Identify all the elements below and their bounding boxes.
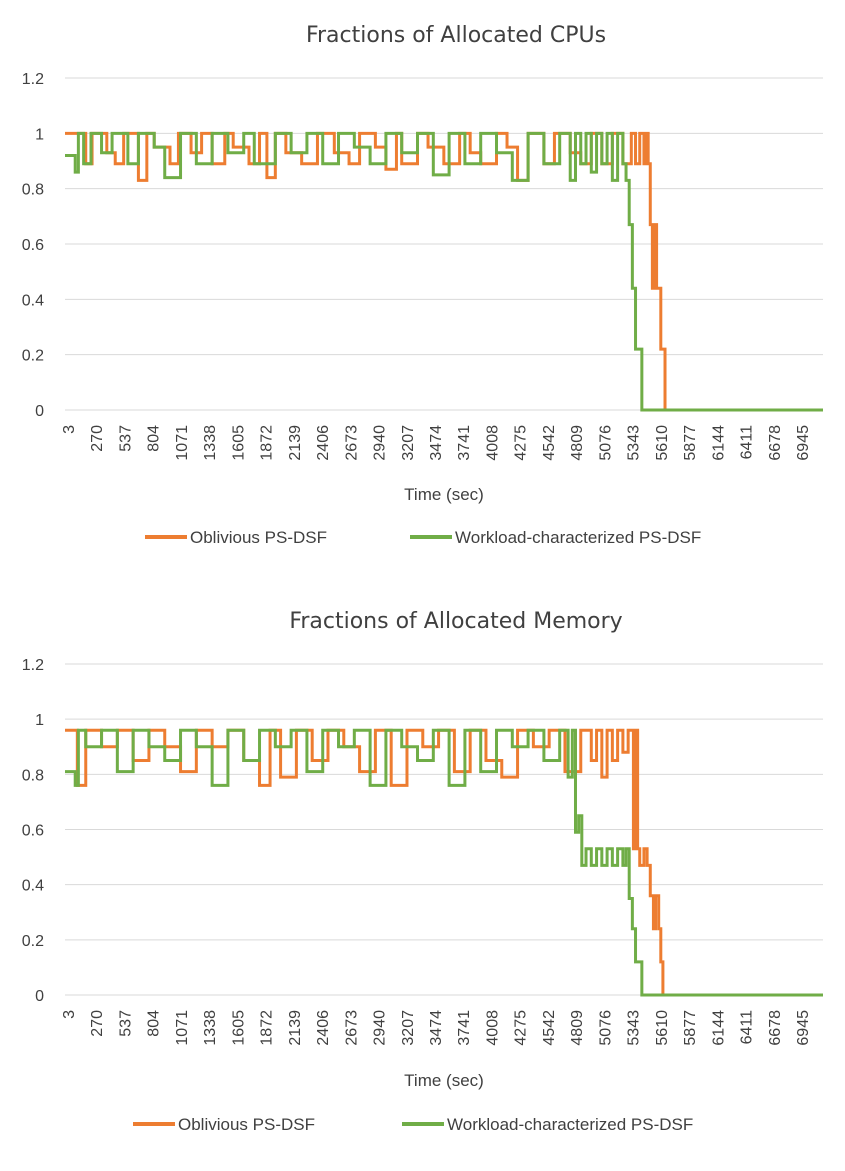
x-tick-label: 4008 bbox=[484, 1010, 501, 1046]
x-tick-label: 537 bbox=[117, 425, 134, 452]
x-tick-label: 6144 bbox=[710, 425, 727, 461]
x-tick-label: 2139 bbox=[287, 425, 304, 461]
series-line-workload-characterized bbox=[65, 131, 823, 412]
x-tick-label: 2673 bbox=[343, 1010, 360, 1046]
x-tick-label: 1605 bbox=[230, 1010, 247, 1046]
x-tick-label: 5076 bbox=[597, 425, 614, 461]
x-tick-label: 4275 bbox=[513, 425, 530, 461]
x-tick-label: 3474 bbox=[428, 1010, 445, 1046]
y-tick-label: 0.6 bbox=[22, 823, 44, 840]
x-tick-label: 1872 bbox=[259, 1010, 276, 1046]
x-tick-label: 4809 bbox=[569, 1010, 586, 1046]
x-tick-label: 1338 bbox=[202, 1010, 219, 1046]
x-axis-label: Time (sec) bbox=[404, 1071, 484, 1090]
y-tick-label: 0.8 bbox=[22, 767, 44, 784]
x-tick-label: 1071 bbox=[174, 425, 191, 461]
x-tick-label: 3741 bbox=[456, 1010, 473, 1046]
y-tick-label: 1.2 bbox=[22, 657, 44, 674]
x-tick-label: 5877 bbox=[682, 1010, 699, 1046]
x-tick-label: 6411 bbox=[739, 1010, 756, 1045]
y-tick-label: 0 bbox=[35, 403, 44, 420]
y-tick-label: 0.8 bbox=[22, 182, 44, 199]
memory-chart: Fractions of Allocated Memory 0 0.2 0.4 0.6 0… bbox=[22, 609, 823, 1134]
y-tick-label: 0 bbox=[35, 988, 44, 1005]
x-tick-label: 4542 bbox=[541, 1010, 558, 1046]
y-tick-label: 0.2 bbox=[22, 348, 44, 365]
y-tick-label: 1 bbox=[35, 126, 44, 143]
y-tick-label: 1 bbox=[35, 712, 44, 729]
x-tick-label: 537 bbox=[117, 1010, 134, 1037]
x-tick-label: 2940 bbox=[372, 1010, 389, 1046]
legend-label: Workload-characterized PS-DSF bbox=[447, 1115, 693, 1134]
x-tick-label: 5610 bbox=[654, 425, 671, 461]
x-tick-label: 804 bbox=[146, 425, 163, 452]
x-tick-label: 6411 bbox=[739, 425, 756, 460]
x-tick-label: 2139 bbox=[287, 1010, 304, 1046]
y-tick-label: 0.4 bbox=[22, 292, 44, 309]
x-tick-label: 4809 bbox=[569, 425, 586, 461]
x-tick-label: 5877 bbox=[682, 425, 699, 461]
legend-label: Workload-characterized PS-DSF bbox=[455, 528, 701, 547]
x-tick-label: 270 bbox=[89, 1010, 106, 1037]
legend-label: Oblivious PS-DSF bbox=[190, 528, 327, 547]
cpu-chart: Fractions of Allocated CPUs 0 0.2 0.4 0.6 0.8… bbox=[22, 23, 823, 547]
x-tick-label: 2406 bbox=[315, 1010, 332, 1046]
x-tick-label: 6144 bbox=[710, 1010, 727, 1046]
series-line-oblivious bbox=[65, 728, 823, 997]
x-tick-label: 3 bbox=[61, 425, 78, 434]
x-tick-label: 3207 bbox=[400, 1010, 417, 1046]
chart-title: Fractions of Allocated Memory bbox=[289, 609, 622, 634]
x-tick-label: 3207 bbox=[400, 425, 417, 461]
x-tick-label: 5343 bbox=[626, 425, 643, 461]
x-tick-label: 1338 bbox=[202, 425, 219, 461]
x-tick-label: 4008 bbox=[484, 425, 501, 461]
x-tick-label: 1872 bbox=[259, 425, 276, 461]
x-tick-label: 4542 bbox=[541, 425, 558, 461]
x-tick-label: 3474 bbox=[428, 425, 445, 461]
x-tick-label: 1071 bbox=[174, 1010, 191, 1046]
x-tick-label: 2673 bbox=[343, 425, 360, 461]
legend-label: Oblivious PS-DSF bbox=[178, 1115, 315, 1134]
y-tick-label: 0.6 bbox=[22, 237, 44, 254]
y-tick-label: 1.2 bbox=[22, 71, 44, 88]
x-tick-label: 6945 bbox=[795, 425, 812, 461]
x-tick-label: 6678 bbox=[767, 425, 784, 461]
x-tick-label: 1605 bbox=[230, 425, 247, 461]
x-tick-label: 2940 bbox=[372, 425, 389, 461]
x-tick-label: 6945 bbox=[795, 1010, 812, 1046]
series-line-workload-characterized bbox=[65, 728, 823, 997]
x-axis-label: Time (sec) bbox=[404, 485, 484, 504]
x-tick-label: 270 bbox=[89, 425, 106, 452]
x-tick-label: 5076 bbox=[597, 1010, 614, 1046]
x-tick-label: 4275 bbox=[513, 1010, 530, 1046]
chart-title: Fractions of Allocated CPUs bbox=[306, 23, 606, 48]
x-tick-label: 5610 bbox=[654, 1010, 671, 1046]
y-tick-label: 0.2 bbox=[22, 933, 44, 950]
x-tick-label: 6678 bbox=[767, 1010, 784, 1046]
x-tick-label: 3 bbox=[61, 1010, 78, 1019]
x-tick-label: 804 bbox=[146, 1010, 163, 1037]
y-tick-label: 0.4 bbox=[22, 878, 44, 895]
x-tick-label: 2406 bbox=[315, 425, 332, 461]
x-tick-label: 3741 bbox=[456, 425, 473, 461]
x-tick-label: 5343 bbox=[626, 1010, 643, 1046]
